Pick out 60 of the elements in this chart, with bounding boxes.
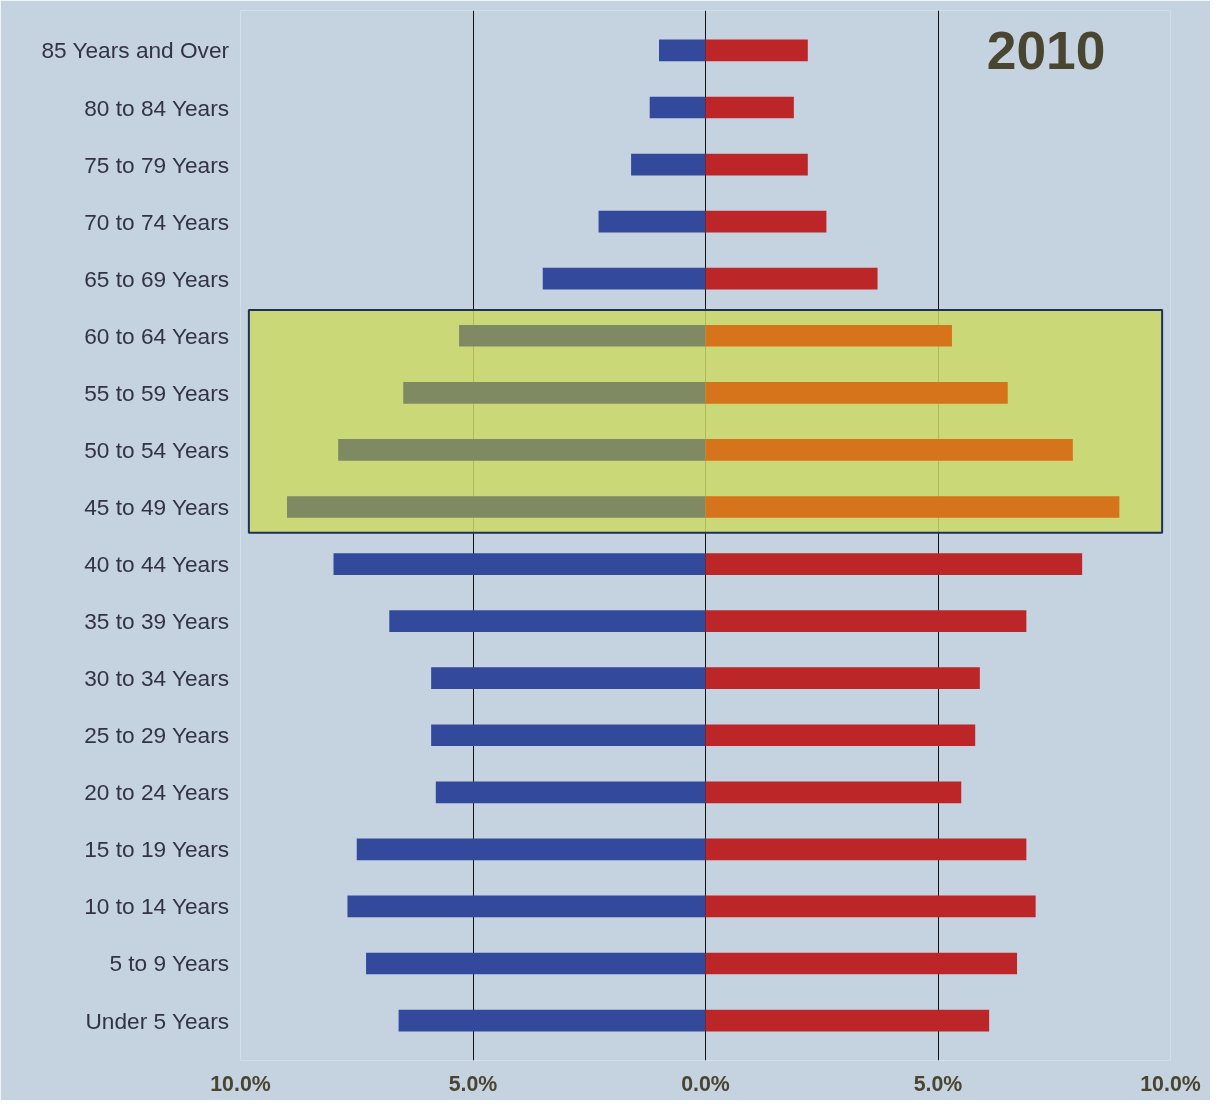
x-tick-label: 0.0% [681,1071,730,1096]
bar [431,724,706,747]
y-tick-label: 20 to 24 Years [84,779,230,806]
bar [659,39,706,62]
bar [347,895,706,918]
bar [705,781,962,804]
bar [705,895,1036,918]
bar [356,838,706,861]
y-tick-label: 15 to 19 Years [84,836,230,863]
y-tick-label: 45 to 49 Years [84,493,230,520]
bar [333,553,706,575]
y-tick-label: 60 to 64 Years [84,322,230,349]
bar [435,781,706,804]
y-tick-label: 25 to 29 Years [84,722,230,749]
bar [705,667,980,690]
bar [705,439,1073,461]
bar [398,1009,706,1032]
y-tick-label: 35 to 39 Years [84,608,230,635]
y-tick-label: 50 to 54 Years [84,436,230,463]
bar [705,496,1120,518]
y-tick-label: Under 5 Years [85,1007,230,1034]
bar [705,838,1027,861]
y-tick-label: 5 to 9 Years [109,950,230,977]
bar [705,1009,990,1032]
y-tick-label: 10 to 14 Years [84,893,230,920]
bar [705,324,952,347]
chart-title: 2010 [986,20,1106,80]
bar [705,553,1083,575]
bar [338,439,706,461]
bar [631,153,706,176]
y-tick-label: 55 to 59 Years [84,379,230,406]
bar [705,96,794,119]
bar [705,153,808,176]
x-tick-label: 5.0% [913,1071,963,1096]
bar [705,952,1018,975]
bar [459,324,706,347]
x-tick-label: 5.0% [448,1071,498,1096]
bar [649,96,706,119]
y-tick-label: 80 to 84 Years [84,94,230,121]
bar [705,267,878,290]
bar [403,381,706,404]
bar [705,381,1008,404]
y-tick-label: 30 to 34 Years [84,665,230,692]
y-tick-label: 75 to 79 Years [84,151,230,178]
bar [705,724,976,747]
bar [431,667,706,690]
bar [542,267,706,290]
bar [389,610,706,632]
bar [598,210,706,233]
bar [366,952,706,975]
bar [287,496,706,518]
x-tick-label: 10.0% [210,1071,271,1096]
y-tick-label: 65 to 69 Years [84,265,230,292]
y-tick-label: 85 Years and Over [41,37,230,64]
bar [705,39,808,62]
x-tick-label: 10.0% [1140,1071,1201,1096]
y-tick-label: 70 to 74 Years [84,208,230,235]
bar [705,610,1027,632]
bar [705,210,827,233]
y-tick-label: 40 to 44 Years [84,551,230,578]
